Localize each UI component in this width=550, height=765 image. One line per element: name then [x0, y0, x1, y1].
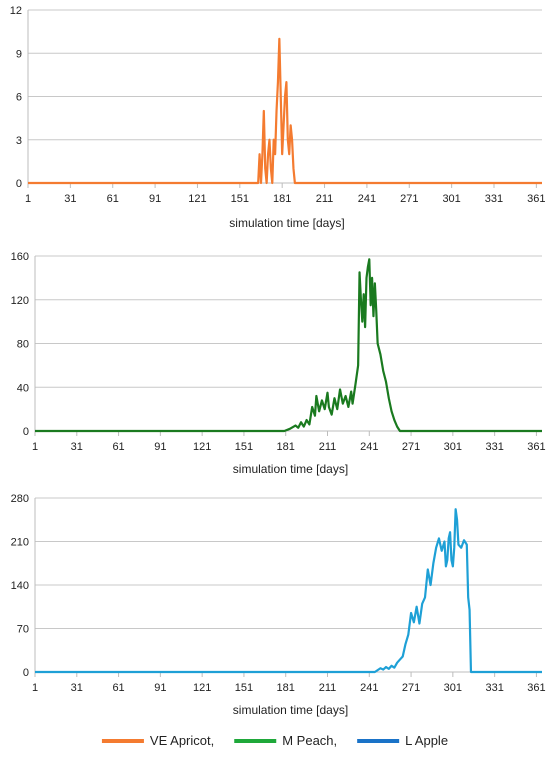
x-tick-label: 151	[235, 441, 253, 453]
x-tick-label: 121	[188, 193, 206, 205]
x-tick-label: 31	[64, 193, 76, 205]
x-tick-label: 301	[444, 682, 462, 694]
legend-label: L Apple	[405, 733, 448, 748]
x-tick-label: 361	[527, 193, 545, 205]
x-axis-label: simulation time [days]	[233, 462, 348, 476]
x-tick-label: 211	[319, 682, 337, 694]
x-tick-label: 361	[527, 682, 545, 694]
x-tick-label: 271	[400, 193, 418, 205]
x-tick-label: 1	[32, 682, 38, 694]
x-tick-label: 301	[442, 193, 460, 205]
y-tick-label: 9	[16, 48, 22, 60]
x-tick-label: 61	[112, 682, 124, 694]
y-tick-label: 210	[11, 537, 29, 549]
y-tick-label: 40	[17, 382, 29, 394]
x-tick-label: 1	[32, 441, 38, 453]
x-tick-label: 31	[71, 682, 83, 694]
x-tick-label: 61	[112, 441, 124, 453]
x-tick-label: 241	[360, 441, 378, 453]
series-line	[35, 508, 542, 674]
x-tick-label: 241	[360, 682, 378, 694]
y-tick-label: 120	[11, 295, 29, 307]
y-tick-label: 80	[17, 339, 29, 351]
series-line	[28, 37, 542, 185]
y-tick-label: 12	[10, 5, 22, 17]
x-tick-label: 301	[444, 441, 462, 453]
y-tick-label: 140	[11, 580, 29, 592]
x-tick-label: 1	[25, 193, 31, 205]
y-tick-label: 0	[23, 667, 29, 679]
x-tick-label: 241	[358, 193, 376, 205]
x-tick-label: 121	[193, 441, 211, 453]
x-tick-label: 151	[231, 193, 249, 205]
y-tick-label: 280	[11, 493, 29, 505]
y-tick-label: 0	[23, 426, 29, 438]
x-axis-label: simulation time [days]	[229, 216, 344, 230]
x-tick-label: 91	[154, 441, 166, 453]
x-tick-label: 271	[402, 682, 420, 694]
x-tick-label: 61	[107, 193, 119, 205]
x-tick-label: 271	[402, 441, 420, 453]
x-tick-label: 91	[149, 193, 161, 205]
series-line	[35, 258, 542, 433]
x-tick-label: 31	[71, 441, 83, 453]
x-tick-label: 121	[193, 682, 211, 694]
x-tick-label: 181	[277, 682, 295, 694]
x-tick-label: 211	[319, 441, 337, 453]
y-tick-label: 3	[16, 135, 22, 147]
x-tick-label: 181	[273, 193, 291, 205]
x-tick-label: 151	[235, 682, 253, 694]
legend-label: VE Apricot,	[150, 733, 214, 748]
x-axis-label: simulation time [days]	[233, 703, 348, 717]
x-tick-label: 331	[485, 441, 503, 453]
x-tick-label: 331	[485, 682, 503, 694]
x-tick-label: 91	[154, 682, 166, 694]
x-tick-label: 331	[485, 193, 503, 205]
y-tick-label: 6	[16, 92, 22, 104]
y-tick-label: 70	[17, 624, 29, 636]
x-tick-label: 211	[316, 193, 334, 205]
x-tick-label: 181	[277, 441, 295, 453]
y-tick-label: 0	[16, 178, 22, 190]
legend-label: M Peach,	[282, 733, 337, 748]
y-tick-label: 160	[11, 251, 29, 263]
x-tick-label: 361	[527, 441, 545, 453]
